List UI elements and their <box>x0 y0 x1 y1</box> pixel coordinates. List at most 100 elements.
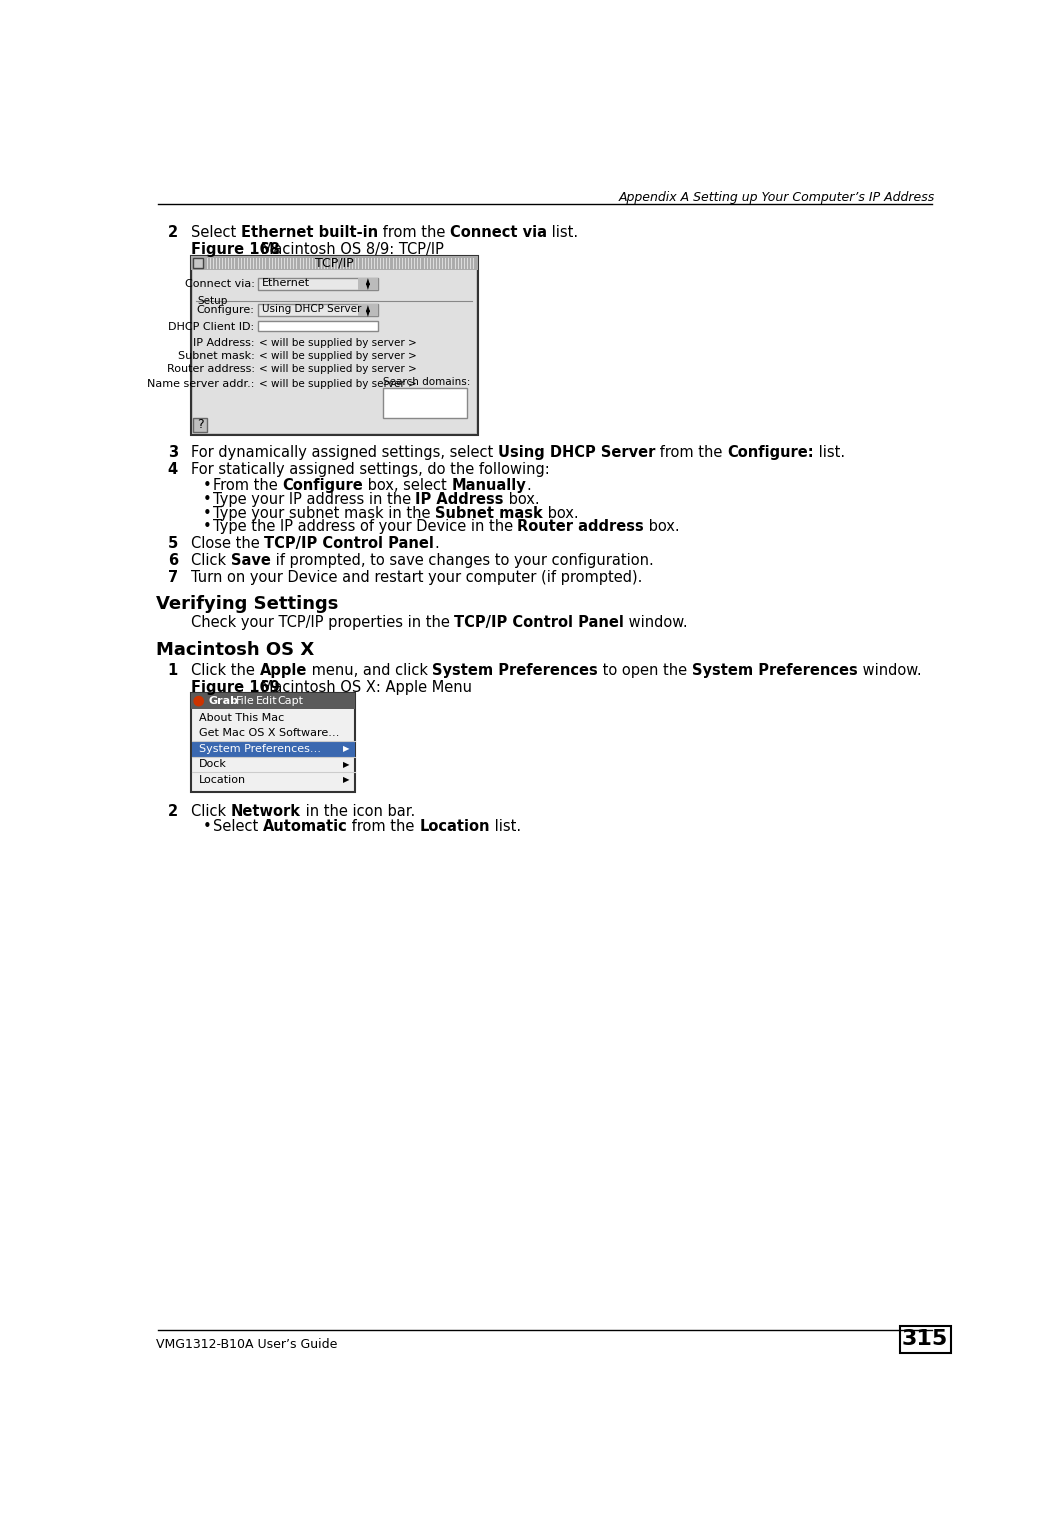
Text: VMG1312-B10A User’s Guide: VMG1312-B10A User’s Guide <box>156 1338 337 1350</box>
Text: DHCP Client ID:: DHCP Client ID: <box>168 322 254 332</box>
Text: System Preferences…: System Preferences… <box>199 744 321 754</box>
Text: •: • <box>203 506 212 521</box>
Text: •: • <box>203 479 212 492</box>
Text: Apple: Apple <box>259 663 307 678</box>
Bar <box>191 741 355 756</box>
Text: TCP/IP: TCP/IP <box>315 256 354 270</box>
Text: from the: from the <box>348 818 419 834</box>
Text: Manually: Manually <box>451 479 526 492</box>
Text: Turn on your Device and restart your computer (if prompted).: Turn on your Device and restart your com… <box>191 570 642 585</box>
Bar <box>358 303 377 315</box>
Bar <box>193 418 207 431</box>
Text: Click the: Click the <box>191 663 259 678</box>
Bar <box>191 256 477 270</box>
FancyBboxPatch shape <box>900 1326 950 1353</box>
Text: list.: list. <box>490 818 521 834</box>
Text: to open the: to open the <box>598 663 692 678</box>
Text: Configure: Configure <box>282 479 362 492</box>
Text: ▶: ▶ <box>342 760 349 768</box>
Text: Select: Select <box>213 818 263 834</box>
Text: Macintosh OS 8/9: TCP/IP: Macintosh OS 8/9: TCP/IP <box>247 242 443 258</box>
Text: Dock: Dock <box>199 759 226 770</box>
Text: IP Address:: IP Address: <box>193 338 254 347</box>
Text: Name server addr.:: Name server addr.: <box>147 379 254 389</box>
Text: ▶: ▶ <box>342 744 349 753</box>
Text: Type your subnet mask in the: Type your subnet mask in the <box>213 506 435 521</box>
Text: Save: Save <box>231 553 271 568</box>
Text: box.: box. <box>542 506 578 521</box>
Text: Search domains:: Search domains: <box>383 376 471 387</box>
Bar <box>257 277 377 290</box>
Text: Configure:: Configure: <box>197 305 254 315</box>
Text: TCP/IP Control Panel: TCP/IP Control Panel <box>455 614 624 629</box>
Text: Grab: Grab <box>208 696 238 706</box>
Text: Figure 169: Figure 169 <box>191 680 280 695</box>
Bar <box>192 270 476 433</box>
Text: System Preferences: System Preferences <box>433 663 598 678</box>
Text: in the icon bar.: in the icon bar. <box>301 803 415 818</box>
Text: .: . <box>526 479 530 492</box>
Text: Configure:: Configure: <box>727 445 814 460</box>
Text: Macintosh OS X: Apple Menu: Macintosh OS X: Apple Menu <box>247 680 472 695</box>
Text: ▶: ▶ <box>342 776 349 785</box>
Text: ◄►: ◄► <box>364 303 372 315</box>
Text: Type the IP address of your Device in the: Type the IP address of your Device in th… <box>213 520 518 535</box>
Text: Network: Network <box>231 803 301 818</box>
Text: Location: Location <box>199 774 246 785</box>
Text: Close the: Close the <box>191 536 265 552</box>
Text: list.: list. <box>547 226 578 241</box>
Bar <box>383 389 467 418</box>
Text: 2: 2 <box>168 803 178 818</box>
Text: Get Mac OS X Software…: Get Mac OS X Software… <box>199 728 339 739</box>
Text: Ethernet built-in: Ethernet built-in <box>241 226 378 241</box>
Text: About This Mac: About This Mac <box>199 713 284 722</box>
Text: ?: ? <box>197 418 204 431</box>
Text: 4: 4 <box>168 462 178 477</box>
Text: 315: 315 <box>901 1329 948 1349</box>
Text: •: • <box>203 492 212 506</box>
Text: < will be supplied by server >: < will be supplied by server > <box>259 338 417 347</box>
Text: 3: 3 <box>168 445 178 460</box>
Text: •: • <box>203 818 212 834</box>
Text: For statically assigned settings, do the following:: For statically assigned settings, do the… <box>191 462 550 477</box>
Text: Subnet mask:: Subnet mask: <box>178 351 254 361</box>
Text: < will be supplied by server >: < will be supplied by server > <box>259 364 417 373</box>
Text: Figure 168: Figure 168 <box>191 242 280 258</box>
Text: System Preferences: System Preferences <box>692 663 858 678</box>
Text: Location: Location <box>419 818 490 834</box>
Text: window.: window. <box>624 614 688 629</box>
Text: 1: 1 <box>168 663 178 678</box>
Bar <box>193 259 203 268</box>
Text: box.: box. <box>504 492 540 506</box>
Text: Ethernet: Ethernet <box>263 277 310 288</box>
Text: Connect via: Connect via <box>450 226 547 241</box>
Text: Using DHCP Server: Using DHCP Server <box>263 305 361 314</box>
Text: ◄►: ◄► <box>364 276 372 290</box>
Text: Click: Click <box>191 803 231 818</box>
Text: box, select: box, select <box>362 479 451 492</box>
Text: Click: Click <box>191 553 231 568</box>
Text: list.: list. <box>814 445 845 460</box>
Text: Automatic: Automatic <box>263 818 348 834</box>
Bar <box>257 320 377 332</box>
Circle shape <box>195 696 203 706</box>
Text: Edit: Edit <box>256 696 277 706</box>
Bar <box>358 277 377 290</box>
Text: •: • <box>203 520 212 535</box>
Text: Macintosh OS X: Macintosh OS X <box>156 642 315 658</box>
Text: 2: 2 <box>168 226 178 241</box>
Text: box.: box. <box>644 520 680 535</box>
Text: menu, and click: menu, and click <box>307 663 433 678</box>
Text: < will be supplied by server >: < will be supplied by server > <box>259 379 417 389</box>
Text: Verifying Settings: Verifying Settings <box>156 594 338 613</box>
Text: For dynamically assigned settings, select: For dynamically assigned settings, selec… <box>191 445 497 460</box>
Text: File: File <box>236 696 255 706</box>
Text: < will be supplied by server >: < will be supplied by server > <box>259 351 417 361</box>
Text: from the: from the <box>378 226 450 241</box>
Text: window.: window. <box>858 663 922 678</box>
Text: Type your IP address in the: Type your IP address in the <box>213 492 416 506</box>
Text: Check your TCP/IP properties in the: Check your TCP/IP properties in the <box>191 614 455 629</box>
Text: Appendix A Setting up Your Computer’s IP Address: Appendix A Setting up Your Computer’s IP… <box>619 190 935 204</box>
Text: 5: 5 <box>168 536 178 552</box>
Text: if prompted, to save changes to your configuration.: if prompted, to save changes to your con… <box>271 553 654 568</box>
